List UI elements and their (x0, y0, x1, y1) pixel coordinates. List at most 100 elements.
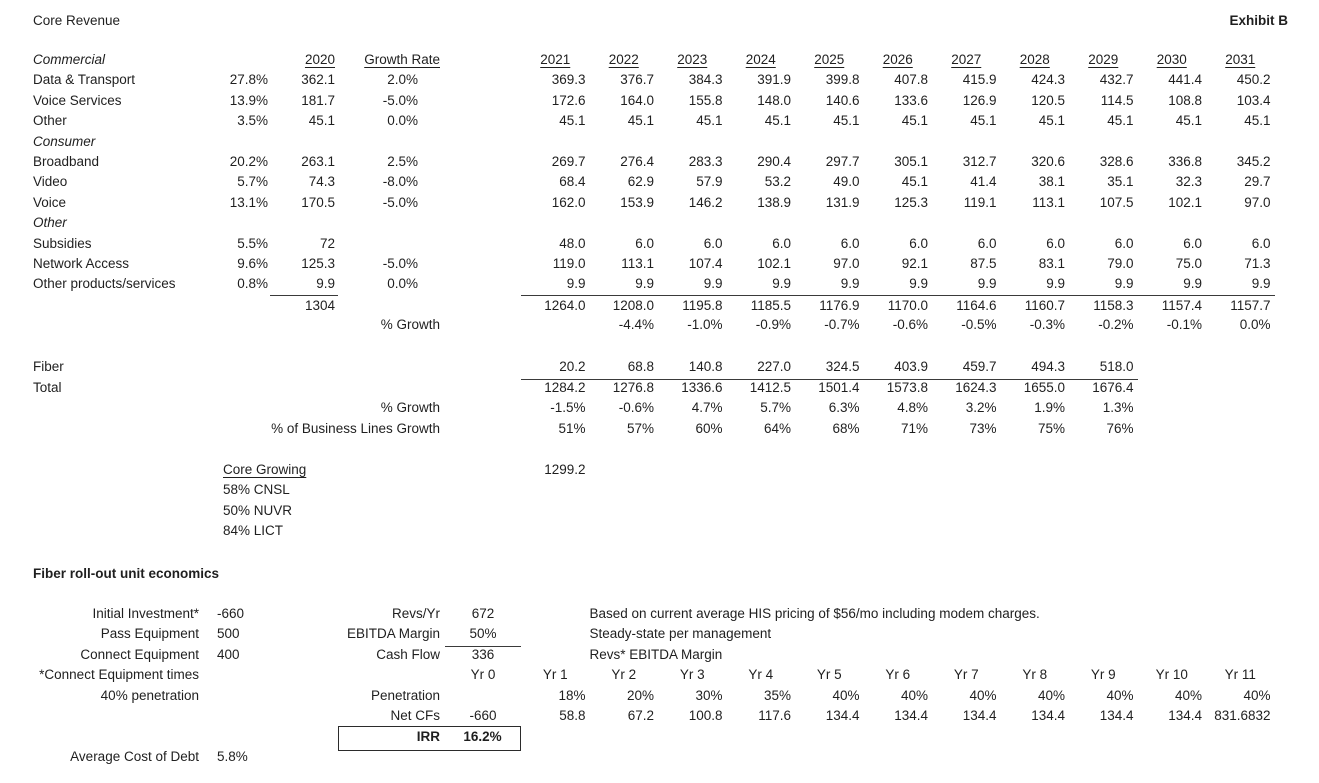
total-value: 1170.0 (863, 294, 932, 317)
year-value: 62.9 (627, 174, 654, 190)
netcf-value: 134.4 (962, 707, 997, 723)
pct-of-revenue: 20.2% (229, 153, 268, 169)
total-growth-value: 4.8% (897, 400, 928, 416)
table-row: Video 5.7% 74.3 -8.0% 68.4 62.9 57.9 53.2 49.0 45… (33, 172, 1288, 192)
column-header-year: 2025 (814, 52, 845, 67)
year-value: 45.1 (1175, 113, 1202, 129)
year-value: 9.9 (1183, 276, 1202, 292)
year-value: 35.1 (1107, 174, 1134, 190)
year-value: 6.0 (772, 235, 791, 251)
econ-footnote: 40% penetration (100, 687, 199, 703)
netcf-value: 67.2 (627, 707, 654, 723)
penetration-label: Penetration (370, 687, 440, 703)
fiber-value: 227.0 (726, 357, 795, 380)
fiber-value: 140.8 (658, 357, 727, 380)
column-header-year: 2022 (608, 52, 639, 67)
year-value: 415.9 (962, 72, 997, 88)
yr-header: Yr 4 (748, 667, 774, 683)
spacer (33, 439, 1288, 460)
year-value: 6.0 (909, 235, 928, 251)
irr-value: 16.2% (445, 726, 521, 751)
growth-rate-value: -5.0% (382, 194, 418, 210)
total-value: 1157.7 (1206, 294, 1275, 317)
year-value: 97.0 (1244, 194, 1271, 210)
table-row: *Connect Equipment times Yr 0 Yr 1 Yr 2 Yr 3… (33, 665, 1288, 685)
year-value: 320.6 (1031, 153, 1065, 169)
year-value: 57.9 (696, 174, 723, 190)
table-row: Other products/services 0.8% 9.9 0.0% 9.9 9.9… (33, 274, 1288, 294)
growth-rate-value: 0.0% (387, 113, 418, 129)
year-value: 6.0 (1046, 235, 1065, 251)
year-value: 297.7 (825, 153, 860, 169)
year-value: 45.1 (970, 113, 997, 129)
yr0-header: Yr 0 (470, 667, 496, 683)
row-label: Voice Services (33, 92, 122, 108)
year-value: 432.7 (1099, 72, 1134, 88)
year-value: 45.1 (901, 174, 928, 190)
year-value: 6.0 (977, 235, 997, 251)
core-growing-value: 1299.2 (544, 462, 586, 478)
total-2020: 1304 (270, 294, 338, 317)
biz-lines-growth-value: 73% (969, 420, 997, 436)
year-value: 9.9 (1251, 276, 1271, 292)
year-value: 120.5 (1031, 92, 1065, 108)
year-value: 87.5 (970, 255, 997, 271)
year-value: 9.9 (1046, 276, 1065, 292)
spacer (33, 584, 1288, 604)
total-growth-value: -1.5% (550, 400, 586, 416)
total-value: 1185.5 (726, 294, 795, 317)
netcf-value: 117.6 (758, 707, 791, 723)
year-value: 153.9 (620, 194, 654, 210)
econ-mid-label: Cash Flow (376, 646, 440, 662)
year-value: 119.0 (552, 255, 586, 271)
column-header-year: 2023 (677, 52, 708, 67)
value-2020: 74.3 (308, 174, 335, 190)
yr-header: Yr 11 (1224, 667, 1256, 683)
row-label-fiber: Fiber (33, 359, 64, 375)
econ-note: Based on current average HIS pricing of … (589, 605, 1040, 621)
table-row: 40% penetration Penetration 18% 20% 30% 35% 40… (33, 686, 1288, 706)
year-value: 155.8 (688, 92, 723, 108)
exhibit-label: Exhibit B (1229, 12, 1288, 28)
biz-lines-growth-value: 51% (558, 420, 586, 436)
pct-of-revenue: 13.1% (229, 194, 268, 210)
total-value: 1157.4 (1137, 294, 1206, 317)
fiber-value: 20.2 (521, 357, 590, 380)
growth-pct-value: -0.1% (1166, 317, 1202, 333)
spacer (33, 335, 1288, 357)
year-value: 328.6 (1099, 153, 1134, 169)
year-value: 6.0 (840, 235, 860, 251)
value-2020: 263.1 (301, 153, 335, 169)
total-value: 1160.7 (1000, 294, 1069, 317)
table-row: Connect Equipment 400 Cash Flow 336 Revs* EB… (33, 645, 1288, 665)
year-value: 79.0 (1107, 255, 1134, 271)
netcf-value: 100.8 (688, 707, 723, 723)
year-value: 290.4 (757, 153, 791, 169)
year-value: 97.0 (833, 255, 860, 271)
biz-lines-growth-value: 76% (1106, 420, 1134, 436)
table-row: Broadband 20.2% 263.1 2.5% 269.7 276.4 283.3 29… (33, 152, 1288, 172)
value-2020: 170.5 (301, 194, 335, 210)
penetration-value: 35% (763, 687, 791, 703)
year-value: 9.9 (635, 276, 654, 292)
table-row: Voice 13.1% 170.5 -5.0% 162.0 153.9 146.2 138.9… (33, 193, 1288, 213)
year-value: 107.5 (1099, 194, 1134, 210)
year-value: 172.6 (551, 92, 586, 108)
penetration-value: 40% (1174, 687, 1202, 703)
growth-rate-value: -5.0% (382, 92, 418, 108)
table-row: Commercial 2020 Growth Rate 2021 2022 2023 202… (33, 50, 1288, 70)
page-title: Core Revenue (33, 12, 121, 28)
growth-pct-value: 0.0% (1239, 317, 1271, 333)
value-2020: 362.1 (301, 72, 335, 88)
growth-rate-value: 0.0% (387, 276, 418, 292)
year-value: 131.9 (825, 194, 860, 210)
biz-lines-growth-label: % of Business Lines Growth (271, 420, 440, 436)
growth-pct-value: -4.4% (618, 317, 654, 333)
econ-value: -660 (217, 605, 245, 621)
row-label-total: Total (33, 379, 62, 395)
table-row: Average Cost of Debt 5.8% (33, 747, 1288, 767)
year-value: 113.1 (621, 255, 654, 271)
biz-lines-growth-value: 71% (900, 420, 928, 436)
year-value: 48.0 (559, 235, 586, 251)
total-growth-value: 5.7% (760, 400, 791, 416)
